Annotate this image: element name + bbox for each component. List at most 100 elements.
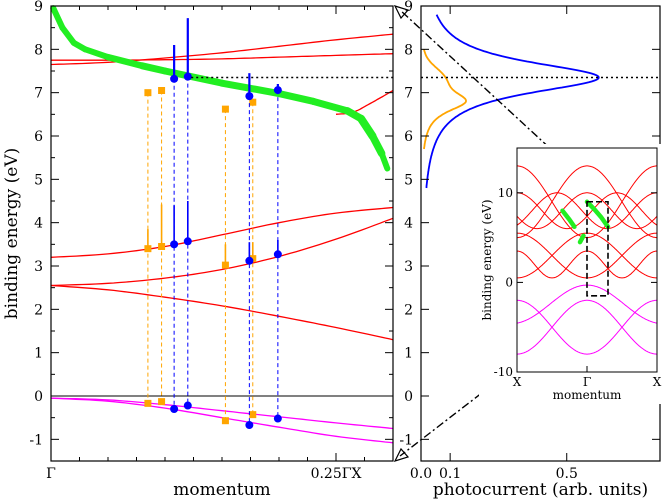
mid-point-blue-0 [170,240,179,249]
spectrum-y-tick-label: -1 [399,432,413,448]
mid-point-orange-1 [158,243,166,250]
zoom-arrow-top [393,5,410,20]
zoom-arrow-bottom [393,447,410,462]
main-green-segment-0 [50,5,66,31]
spectrum-y-tick-label: 7 [404,86,413,102]
inset-x-axis-title: momentum [553,388,622,402]
spectrum-lines [423,14,600,189]
main-y-tick-label: 9 [34,0,43,15]
low-point-orange-3 [249,411,257,419]
main-y-tick-label: 1 [34,346,43,362]
low-point-orange-2 [221,417,229,425]
inset-axes: -10 0 10 X Γ X [494,186,662,389]
inset-zoom-box [586,200,609,297]
low-point-blue-3 [273,414,282,423]
main-band-4 [50,217,394,287]
main-green-segment-9 [309,97,351,115]
main-green-segment-4 [104,53,146,70]
main-green-segment-8 [275,90,317,105]
main-x-axis-title: momentum [173,480,270,500]
main-y-tick-label: 5 [34,172,43,188]
spectrum-y-tick-label: 8 [404,42,413,58]
main-y-tick-label: 8 [34,42,43,58]
inset-green-mark-0 [584,199,611,230]
spectrum-y-tick-label: 3 [404,259,413,275]
main-x-tick-label: Γ [46,466,56,482]
spectrum-blue-line [425,14,600,189]
main-y-tick-label: 6 [34,129,43,145]
main-y-tick-label: 0 [34,389,43,405]
main-axes: -1 0 1 2 3 4 5 6 7 8 9 Γ 0.25ΓX [29,0,393,482]
spectrum-y-tick-label: 2 [404,302,413,318]
main-band-7 [50,397,394,430]
upper-point-blue-3 [273,86,282,95]
inset-band-9 [517,299,657,355]
spectrum-y-tick-label: 5 [404,172,413,188]
main-x-tick-label: 0.25ΓX [311,466,362,482]
inset-band-4 [517,192,657,230]
spectrum-y-tick-label: 9 [404,0,413,15]
main-y-tick-label: 4 [34,216,43,232]
spectrum-y-tick-label: 6 [404,129,413,145]
upper-point-orange-3 [249,98,257,106]
mid-point-blue-1 [183,237,192,246]
spectrum-y-tick-label: 1 [404,346,413,362]
mid-point-blue-3 [273,250,282,259]
upper-point-blue-2 [245,92,254,101]
inset-band-2 [517,192,657,230]
low-point-orange-1 [158,398,166,406]
inset-green-mark-1 [560,208,577,230]
upper-point-orange-0 [144,89,152,97]
main-bands [50,33,394,444]
main-band-3 [50,206,394,258]
main-green-segment-7 [218,79,283,98]
main-y-axis-title: binding energy (eV) [2,148,22,320]
upper-point-orange-1 [158,87,166,94]
upper-point-blue-0 [170,74,179,83]
spectrum-x-tick-label: 0.5 [556,466,578,482]
main-markers [144,18,282,430]
main-y-tick-label: 2 [34,302,43,318]
low-point-blue-1 [183,401,192,410]
main-green-segment-12 [368,132,386,158]
spectrum-y-tick-label: 0 [404,389,413,405]
main-y-tick-label: 7 [34,86,43,102]
inset-y-tick-label: 0 [505,275,513,289]
inset-x-tick-label: Γ [583,375,591,389]
main-green-segment-13 [378,150,391,172]
low-point-orange-0 [144,399,152,407]
spectrum-x-axis-title: photocurrent (arb. units) [433,480,648,500]
spectrum-x-tick-label: 0.0 [410,466,432,482]
inset-x-tick-label: X [513,375,522,389]
inset-panel: -10 0 10 X Γ X momentum binding energy (eV) [479,144,662,404]
mid-point-orange-3 [249,255,257,263]
inset-x-tick-label: X [653,375,662,389]
spectrum-x-tick-label: 0.1 [439,466,461,482]
mid-point-blue-2 [245,256,254,265]
spectrum-y-tick-label: 4 [404,216,413,232]
main-green-segment-3 [82,46,111,61]
upper-point-blue-1 [183,72,192,81]
main-band-panel: -1 0 1 2 3 4 5 6 7 8 9 Γ 0.25ΓX momentum binding ene… [2,0,394,500]
main-y-tick-label: -1 [29,432,43,448]
low-point-blue-2 [245,421,254,430]
inset-y-tick-label: 10 [498,186,513,200]
inset-band-10 [517,299,657,355]
main-frame [50,5,394,462]
main-band-0 [50,33,394,66]
main-green-band [50,5,391,172]
inset-bands [517,165,657,355]
spectrum-orange-line [423,49,467,150]
zoom-connector-top [399,9,609,203]
inset-y-tick-label: -10 [494,365,513,379]
low-point-blue-0 [170,405,179,413]
main-band-2 [335,89,394,115]
upper-point-orange-2 [221,105,229,113]
mid-point-orange-2 [221,261,229,269]
inset-green-mark-2 [577,233,586,245]
inset-band-0 [517,165,657,239]
main-green-segment-5 [138,62,169,75]
inset-y-axis-title: binding energy (eV) [480,199,494,320]
main-band-5 [50,284,394,341]
